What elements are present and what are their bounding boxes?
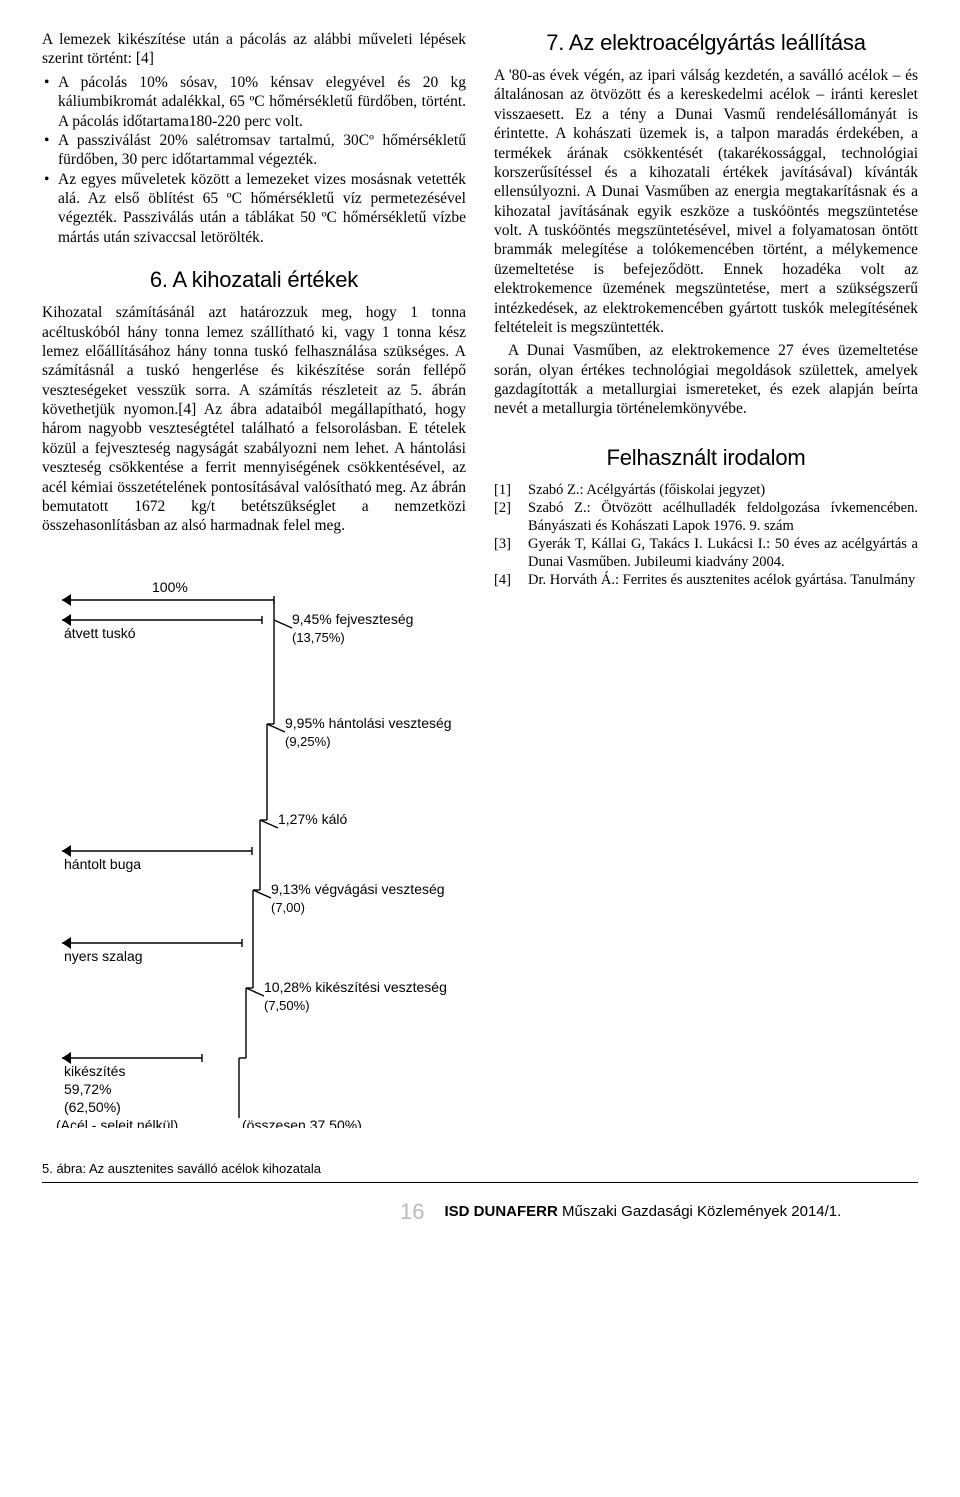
svg-text:(7,00): (7,00) xyxy=(271,900,305,915)
ref-text: Dr. Horváth Á.: Ferrites és ausztenites … xyxy=(528,571,918,589)
section-6-title: 6. A kihozatali értékek xyxy=(42,267,466,293)
svg-text:59,72%: 59,72% xyxy=(64,1081,111,1097)
ref-text: Gyerák T, Kállai G, Takács I. Lukácsi I.… xyxy=(528,535,918,571)
two-column-layout: A lemezek kikészítése után a pácolás az … xyxy=(42,30,918,1133)
page-number: 16 xyxy=(400,1199,424,1225)
ref-num: [2] xyxy=(494,499,518,535)
svg-text:1,27% káló: 1,27% káló xyxy=(278,811,347,827)
publication-name: ISD DUNAFERR Műszaki Gazdasági Közlemény… xyxy=(444,1203,841,1220)
reference-item: [2] Szabó Z.: Ötvözött acélhulladék feld… xyxy=(494,499,918,535)
footer-divider xyxy=(42,1182,918,1183)
svg-text:(Acél - selejt nélkül): (Acél - selejt nélkül) xyxy=(56,1117,178,1128)
svg-text:nyers szalag: nyers szalag xyxy=(64,948,143,964)
reference-item: [4] Dr. Horváth Á.: Ferrites és auszteni… xyxy=(494,571,918,589)
bullet-item: A pácolás 10% sósav, 10% kénsav elegyéve… xyxy=(42,73,466,131)
references-list: [1] Szabó Z.: Acélgyártás (főiskolai jeg… xyxy=(494,481,918,590)
svg-text:10,28% kikészítési veszteség: 10,28% kikészítési veszteség xyxy=(264,979,447,995)
yield-diagram: 100% átvett tuskó hántolt buga nyers szalag… xyxy=(42,548,466,1133)
ref-num: [4] xyxy=(494,571,518,589)
svg-text:(7,50%): (7,50%) xyxy=(264,998,310,1013)
section-7-p2: A Dunai Vasműben, az elektrokemence 27 é… xyxy=(494,341,918,419)
reference-item: [1] Szabó Z.: Acélgyártás (főiskolai jeg… xyxy=(494,481,918,499)
left-column: A lemezek kikészítése után a pácolás az … xyxy=(42,30,466,1133)
references-title: Felhasznált irodalom xyxy=(494,445,918,471)
bullet-item: A passziválást 20% salétromsav tartalmú,… xyxy=(42,131,466,170)
ref-num: [3] xyxy=(494,535,518,571)
publication-bold: ISD DUNAFERR xyxy=(444,1203,557,1220)
svg-text:(összesen 37,50%): (összesen 37,50%) xyxy=(242,1117,362,1128)
ref-text: Szabó Z.: Ötvözött acélhulladék feldolgo… xyxy=(528,499,918,535)
svg-text:9,95% hántolási veszteség: 9,95% hántolási veszteség xyxy=(285,715,452,731)
svg-text:kikészítés: kikészítés xyxy=(64,1063,125,1079)
publication-rest: Műszaki Gazdasági Közlemények 2014/1. xyxy=(558,1203,841,1220)
reference-item: [3] Gyerák T, Kállai G, Takács I. Lukács… xyxy=(494,535,918,571)
intro-paragraph: A lemezek kikészítése után a pácolás az … xyxy=(42,30,466,69)
svg-text:(9,25%): (9,25%) xyxy=(285,734,331,749)
section-6-body: Kihozatal számításánál azt határozzuk me… xyxy=(42,303,466,536)
svg-text:9,13% végvágási veszteség: 9,13% végvágási veszteség xyxy=(271,881,445,897)
svg-text:hántolt buga: hántolt buga xyxy=(64,856,141,872)
yield-diagram-svg: 100% átvett tuskó hántolt buga nyers szalag… xyxy=(42,548,472,1128)
bullet-item: Az egyes műveletek között a lemezeket vi… xyxy=(42,170,466,248)
page-footer: 16 ISD DUNAFERR Műszaki Gazdasági Közlem… xyxy=(42,1199,918,1225)
section-7-p1: A '80-as évek végén, az ipari válság kez… xyxy=(494,66,918,337)
ref-text: Szabó Z.: Acélgyártás (főiskolai jegyzet… xyxy=(528,481,918,499)
svg-text:100%: 100% xyxy=(152,579,188,595)
section-7-title: 7. Az elektroacélgyártás leállítása xyxy=(494,30,918,56)
svg-text:(13,75%): (13,75%) xyxy=(292,630,345,645)
ref-num: [1] xyxy=(494,481,518,499)
svg-text:átvett tuskó: átvett tuskó xyxy=(64,625,136,641)
svg-text:(62,50%): (62,50%) xyxy=(64,1099,121,1115)
process-bullets: A pácolás 10% sósav, 10% kénsav elegyéve… xyxy=(42,73,466,247)
right-column: 7. Az elektroacélgyártás leállítása A '8… xyxy=(494,30,918,1133)
figure-5-caption: 5. ábra: Az ausztenites saválló acélok k… xyxy=(42,1161,918,1176)
svg-text:9,45% fejveszteség: 9,45% fejveszteség xyxy=(292,611,413,627)
